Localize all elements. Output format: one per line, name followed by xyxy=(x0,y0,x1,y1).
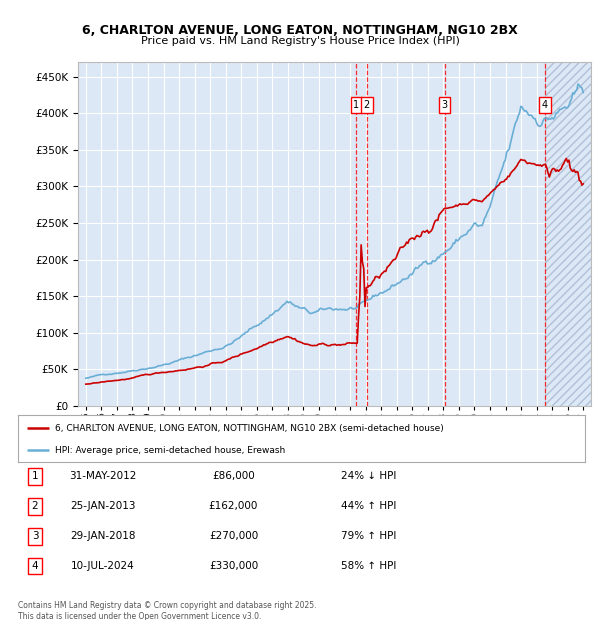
Text: Contains HM Land Registry data © Crown copyright and database right 2025.
This d: Contains HM Land Registry data © Crown c… xyxy=(18,601,317,620)
Text: 29-JAN-2018: 29-JAN-2018 xyxy=(70,531,136,541)
Text: 1: 1 xyxy=(353,100,359,110)
Text: 31-MAY-2012: 31-MAY-2012 xyxy=(70,471,137,482)
Text: 3: 3 xyxy=(32,531,38,541)
Text: 44% ↑ HPI: 44% ↑ HPI xyxy=(341,502,397,512)
Text: £270,000: £270,000 xyxy=(209,531,258,541)
Text: 6, CHARLTON AVENUE, LONG EATON, NOTTINGHAM, NG10 2BX (semi-detached house): 6, CHARLTON AVENUE, LONG EATON, NOTTINGH… xyxy=(55,424,443,433)
Text: 2: 2 xyxy=(32,502,38,512)
Text: 2: 2 xyxy=(364,100,370,110)
Text: Price paid vs. HM Land Registry's House Price Index (HPI): Price paid vs. HM Land Registry's House … xyxy=(140,36,460,46)
Text: 3: 3 xyxy=(442,100,448,110)
Text: £86,000: £86,000 xyxy=(212,471,255,482)
Text: 6, CHARLTON AVENUE, LONG EATON, NOTTINGHAM, NG10 2BX: 6, CHARLTON AVENUE, LONG EATON, NOTTINGH… xyxy=(82,24,518,37)
Text: 79% ↑ HPI: 79% ↑ HPI xyxy=(341,531,397,541)
Text: 10-JUL-2024: 10-JUL-2024 xyxy=(71,561,135,571)
Text: 25-JAN-2013: 25-JAN-2013 xyxy=(70,502,136,512)
Text: £162,000: £162,000 xyxy=(209,502,258,512)
Text: 24% ↓ HPI: 24% ↓ HPI xyxy=(341,471,397,482)
Text: HPI: Average price, semi-detached house, Erewash: HPI: Average price, semi-detached house,… xyxy=(55,446,285,455)
Text: £330,000: £330,000 xyxy=(209,561,258,571)
Text: 58% ↑ HPI: 58% ↑ HPI xyxy=(341,561,397,571)
Text: 4: 4 xyxy=(32,561,38,571)
Text: 1: 1 xyxy=(32,471,38,482)
Text: 4: 4 xyxy=(542,100,548,110)
